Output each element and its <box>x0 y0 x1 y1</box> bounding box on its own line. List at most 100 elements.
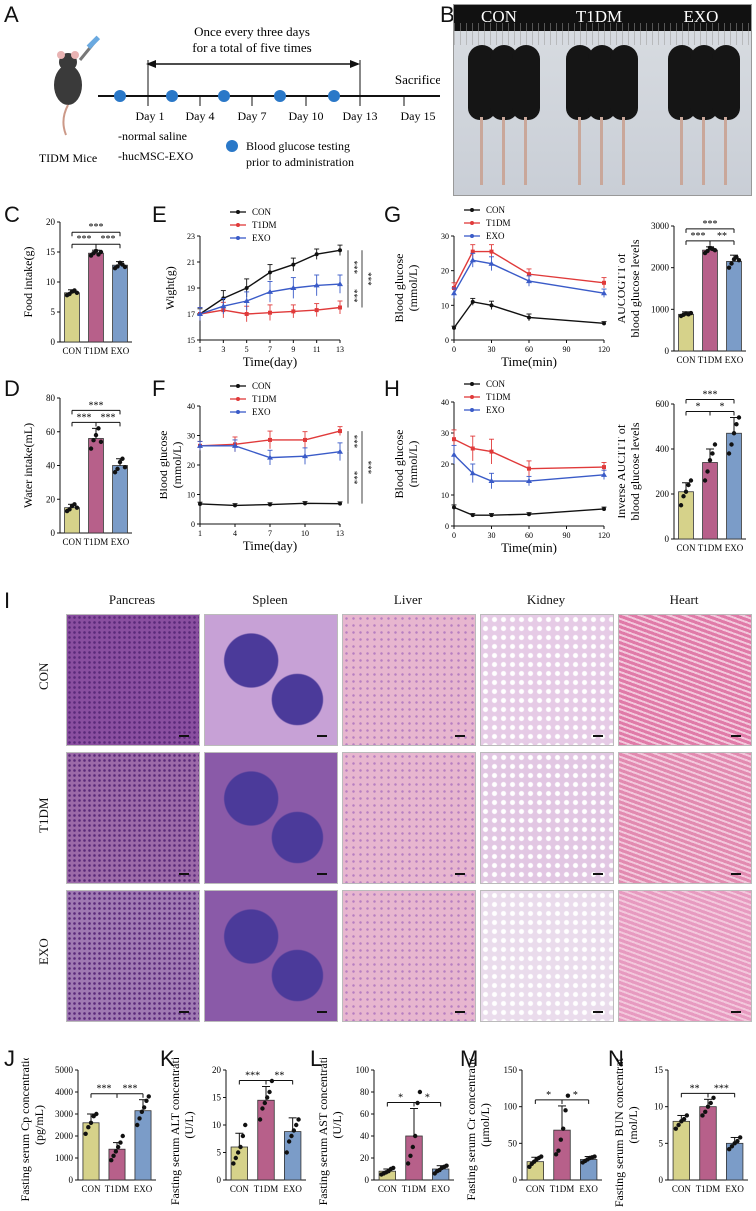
data-point <box>314 252 319 257</box>
x-tick-label: 3 <box>221 345 225 354</box>
data-point <box>291 309 296 314</box>
category-label: EXO <box>283 1184 302 1194</box>
data-point <box>244 286 249 290</box>
legend-marker <box>236 236 240 240</box>
data-point <box>527 466 531 471</box>
y-tick-label: 0 <box>445 336 449 345</box>
panel-letter-g: G <box>384 202 402 227</box>
y-tick-label: 10 <box>212 1120 222 1130</box>
legend-marker <box>236 410 240 414</box>
data-point <box>729 442 734 447</box>
data-point <box>526 478 532 484</box>
significance-label: *** <box>349 289 359 303</box>
data-point <box>120 456 125 461</box>
legend-marker <box>470 395 474 399</box>
bar <box>284 1131 302 1181</box>
data-point <box>539 1154 544 1159</box>
data-point <box>527 1164 532 1169</box>
data-point <box>726 265 732 270</box>
data-point <box>112 470 118 475</box>
x-axis-label: Time(day) <box>243 538 297 553</box>
data-point <box>260 1106 265 1111</box>
legend-label: CON <box>252 207 272 217</box>
x-tick-label: 120 <box>598 345 610 354</box>
mouse-tail <box>600 117 603 185</box>
category-label: EXO <box>579 1184 598 1194</box>
legend-label: EXO <box>252 407 271 417</box>
y-tick-label: 30 <box>187 432 195 441</box>
timeline-day-label: Day 13 <box>343 109 378 123</box>
y-tick-label: 30 <box>441 429 449 438</box>
x-tick-label: 1 <box>198 529 202 538</box>
legend-label: CON <box>252 381 272 391</box>
x-tick-label: 1 <box>198 345 202 354</box>
data-point <box>233 503 237 508</box>
x-tick-label: 30 <box>488 345 496 354</box>
y-tick-label: 60 <box>360 1109 370 1119</box>
data-point <box>113 1149 119 1154</box>
legend-dot <box>226 140 238 152</box>
x-tick-label: 11 <box>313 345 321 354</box>
y-tick-label: 20 <box>46 494 56 504</box>
histology-image <box>204 890 338 1022</box>
timeline-dot <box>166 90 178 102</box>
histology-image <box>618 614 752 746</box>
y-axis-label: AUCOGTT ofblood glucose levels <box>618 239 642 337</box>
interval-text-2: for a total of five times <box>192 40 312 55</box>
scale-bar <box>455 873 465 875</box>
data-point <box>488 260 495 266</box>
significance-label: *** <box>363 461 373 475</box>
data-point <box>198 501 202 506</box>
category-label: T1DM <box>254 1184 279 1194</box>
panel-letter-k: K <box>160 1046 175 1071</box>
significance-label: * <box>573 1090 578 1101</box>
legend-marker <box>236 223 240 227</box>
data-point <box>294 1122 299 1128</box>
data-point <box>141 1105 147 1110</box>
treatment-saline: -normal saline <box>118 129 187 143</box>
data-point <box>122 264 128 270</box>
mouse-tail <box>622 117 625 185</box>
histology-image <box>480 890 614 1022</box>
legend-label: EXO <box>486 405 505 415</box>
data-point <box>470 513 475 518</box>
y-tick-label: 50 <box>508 1138 518 1148</box>
histology-image <box>618 890 752 1022</box>
category-label: T1DM <box>696 1184 721 1194</box>
data-point <box>688 478 694 483</box>
data-point <box>702 478 708 483</box>
category-label: T1DM <box>84 346 109 356</box>
data-point <box>303 501 307 506</box>
data-point <box>115 264 120 269</box>
y-axis-label: Blood glucose(mmol/L) <box>394 430 420 499</box>
histology-image <box>342 614 476 746</box>
data-point <box>405 1161 411 1166</box>
significance-label: *** <box>97 1084 112 1095</box>
bar <box>678 491 694 540</box>
legend-label: T1DM <box>252 394 277 404</box>
data-point <box>731 431 737 436</box>
data-point <box>602 321 606 326</box>
data-point <box>683 489 689 494</box>
y-tick-label: 2000 <box>55 1131 74 1141</box>
data-point <box>681 1116 687 1122</box>
bar <box>112 264 128 343</box>
legend-text-1: Blood glucose testing <box>246 139 350 153</box>
chart-ast: 0 20 40 60 80 100 CON T1DM EXO * * Fasting serum AS… <box>318 1058 454 1205</box>
data-point <box>286 1139 292 1144</box>
data-point <box>412 1133 418 1139</box>
histo-col-label: Spleen <box>252 592 288 607</box>
timeline-diagram: Day 1 Day 4 Day 7 Day 10 Day 13 Day 15 Once e… <box>39 24 440 169</box>
category-label: CON <box>676 355 696 365</box>
data-point <box>469 257 476 263</box>
data-point <box>602 280 606 285</box>
histology-image <box>480 752 614 884</box>
data-point <box>734 255 739 260</box>
y-tick-label: 17 <box>187 310 195 319</box>
y-tick-label: 40 <box>360 1131 370 1141</box>
syringe-icon <box>86 35 101 50</box>
data-point <box>736 257 742 263</box>
photo-label-t1dm: T1DM <box>576 7 622 26</box>
data-point <box>470 299 475 304</box>
x-tick-label: 7 <box>268 345 272 354</box>
